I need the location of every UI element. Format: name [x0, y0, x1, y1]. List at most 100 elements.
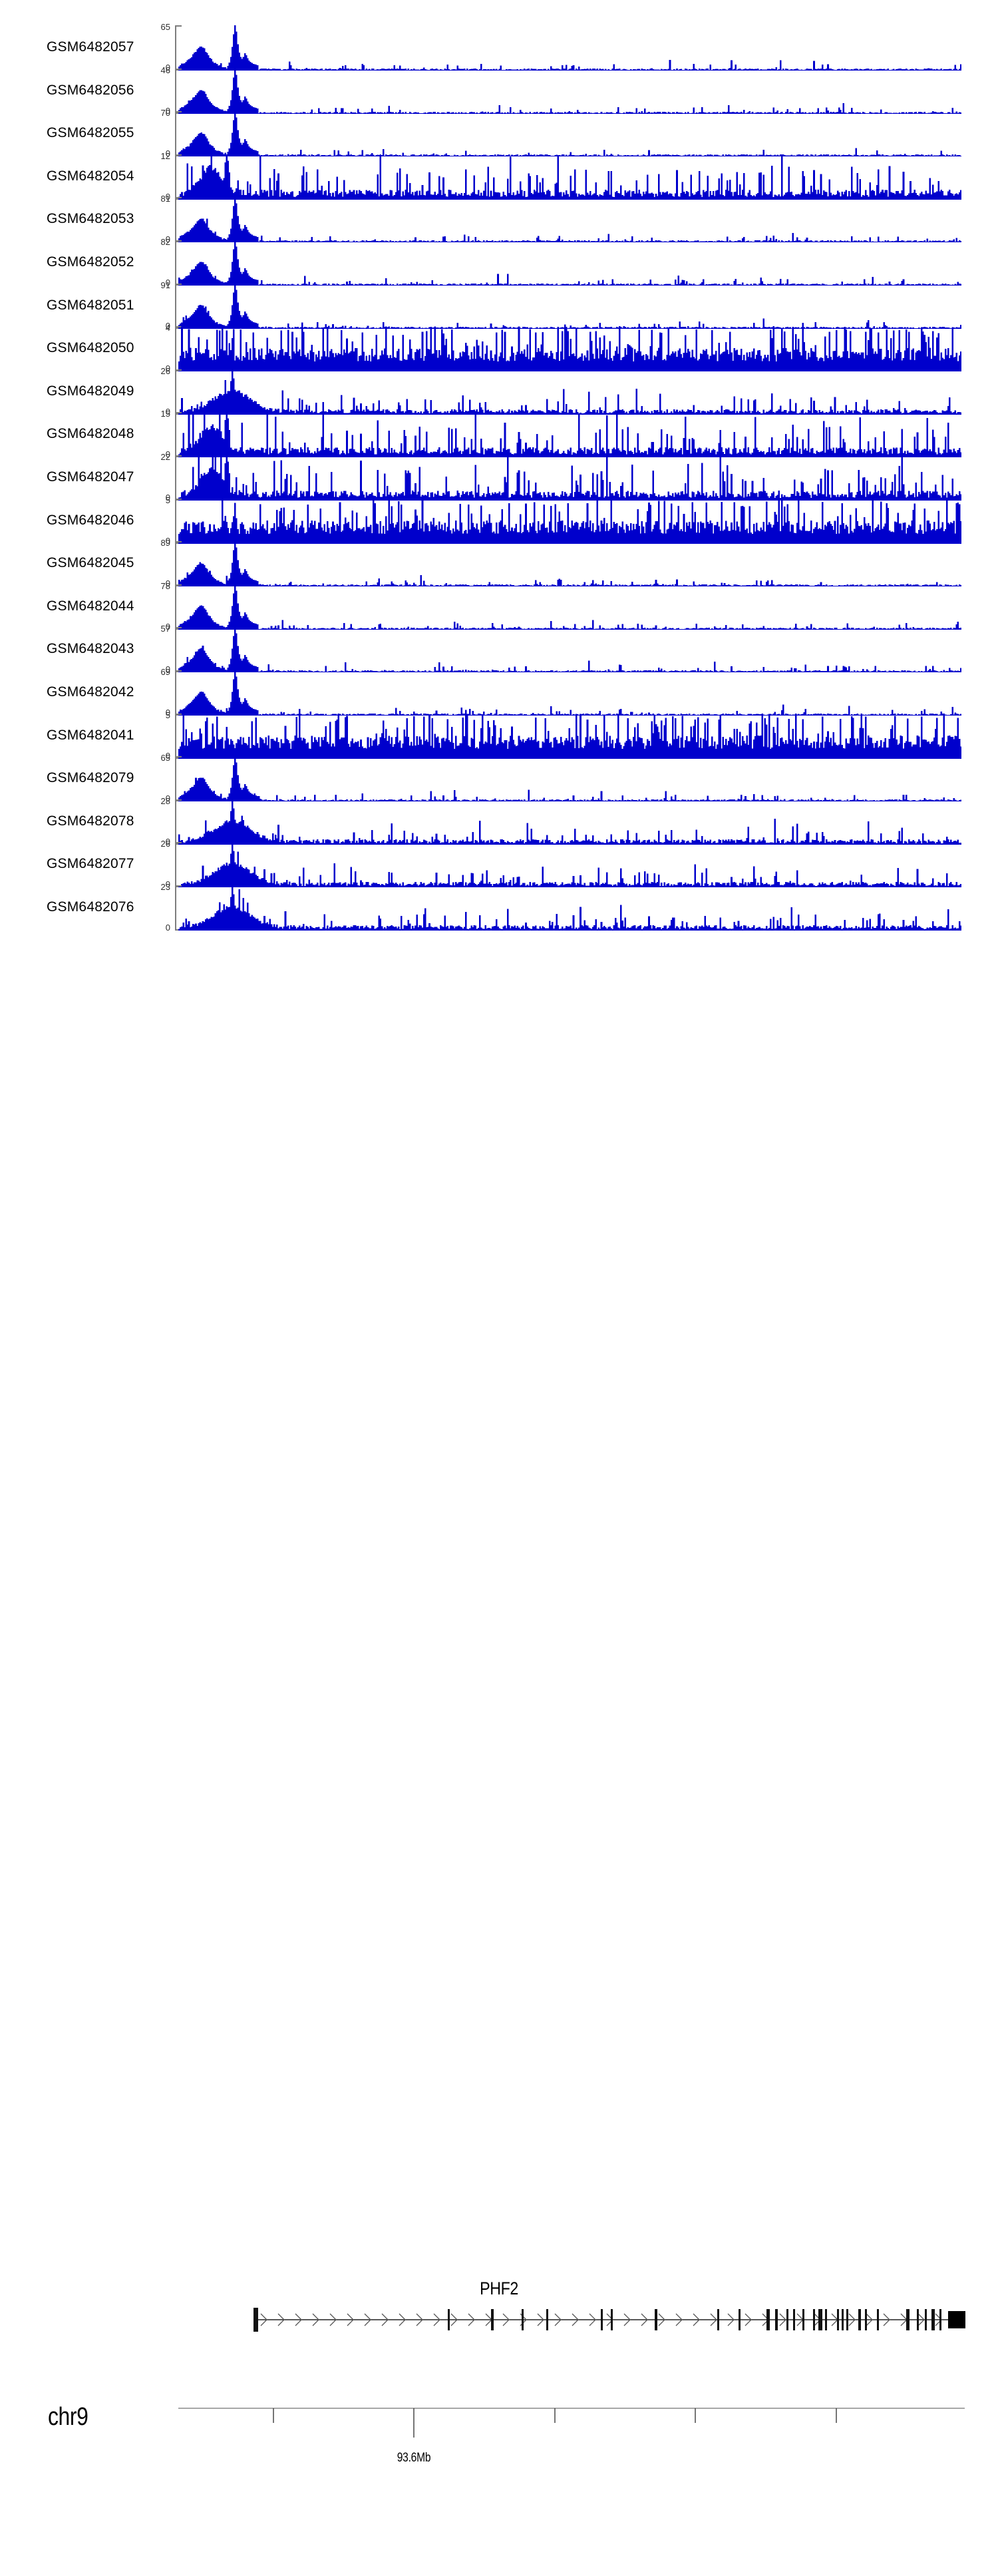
- track-plot-area[interactable]: [178, 627, 961, 673]
- y-axis-max-value: 5: [165, 495, 170, 505]
- y-axis-line: [175, 412, 176, 458]
- y-axis-max-value: 28: [160, 795, 170, 806]
- track-plot-area[interactable]: [178, 111, 961, 157]
- y-axis-max-value: 69: [160, 667, 170, 677]
- signal-track[interactable]: GSM6482041 5 0: [0, 711, 998, 761]
- signal-track[interactable]: GSM6482050 4 0: [0, 323, 998, 374]
- y-axis-line: [175, 885, 176, 931]
- track-sample-label: GSM6482047: [47, 469, 134, 485]
- y-axis-max-value: 15: [160, 409, 170, 419]
- signal-track[interactable]: GSM6482057 65 0: [0, 23, 998, 73]
- y-axis-max-value: 4: [165, 323, 170, 333]
- y-axis-line: [175, 240, 176, 286]
- track-sample-label: GSM6482043: [47, 641, 134, 657]
- y-axis-min-value: 0: [165, 493, 170, 503]
- signal-track[interactable]: GSM6482076 23 0: [0, 882, 998, 932]
- y-axis-tick-max: [176, 799, 182, 801]
- track-plot-area[interactable]: [178, 240, 961, 286]
- y-axis-tick-max: [176, 68, 182, 70]
- gene-annotation-track[interactable]: PHF2: [0, 2278, 998, 2360]
- signal-track[interactable]: GSM6482052 82 0: [0, 238, 998, 288]
- track-plot-area[interactable]: [178, 842, 961, 888]
- y-axis-tick-max: [176, 627, 182, 629]
- y-axis-line: [175, 842, 176, 888]
- signal-track[interactable]: GSM6482051 91 0: [0, 280, 998, 331]
- track-plot-area[interactable]: [178, 283, 961, 329]
- y-axis-line: [175, 498, 176, 544]
- signal-track[interactable]: GSM6482077 26 0: [0, 839, 998, 889]
- gene-model-glyph: [253, 2308, 965, 2332]
- signal-track[interactable]: GSM6482079 65 0: [0, 753, 998, 804]
- signal-track[interactable]: GSM6482042 69 0: [0, 667, 998, 718]
- y-axis-tick-max: [176, 455, 182, 457]
- track-sample-label: GSM6482079: [47, 770, 134, 786]
- track-plot-area[interactable]: [178, 197, 961, 243]
- y-axis-tick-max: [176, 756, 182, 758]
- y-axis-min-value: 0: [165, 708, 170, 718]
- y-axis-line: [175, 799, 176, 845]
- track-plot-area[interactable]: [178, 756, 961, 802]
- signal-track[interactable]: GSM6482045 89 0: [0, 538, 998, 589]
- y-axis-min-value: 0: [165, 664, 170, 675]
- y-axis-line: [175, 756, 176, 802]
- y-axis-min-value: 0: [165, 578, 170, 589]
- signal-track[interactable]: GSM6482049 26 0: [0, 367, 998, 416]
- coordinate-axis: [178, 2408, 965, 2438]
- track-plot-area[interactable]: [178, 885, 961, 931]
- track-sample-label: GSM6482053: [47, 211, 134, 227]
- y-axis-tick-max: [176, 670, 182, 672]
- y-axis-line: [175, 197, 176, 243]
- track-plot-area[interactable]: [178, 670, 961, 716]
- signal-track[interactable]: GSM6482054 12 0: [0, 152, 998, 202]
- y-axis-min-value: 0: [165, 105, 170, 116]
- track-sample-label: GSM6482055: [47, 125, 134, 141]
- y-axis-max-value: 91: [160, 280, 170, 290]
- track-plot-area[interactable]: [178, 541, 961, 587]
- y-axis-min-value: 0: [165, 191, 170, 202]
- track-plot-area[interactable]: [178, 25, 961, 71]
- y-axis-min-value: 0: [165, 621, 170, 632]
- y-axis-line: [175, 369, 176, 415]
- track-plot-area[interactable]: [178, 68, 961, 114]
- track-plot-area[interactable]: [178, 499, 961, 544]
- signal-track[interactable]: GSM6482044 78 0: [0, 582, 998, 632]
- track-plot-area[interactable]: [178, 154, 961, 200]
- signal-track[interactable]: GSM6482056 46 0: [0, 66, 998, 116]
- y-axis-min-value: 0: [165, 793, 170, 804]
- y-axis-tick-max: [176, 197, 182, 199]
- track-plot-area[interactable]: [178, 713, 961, 759]
- track-plot-area[interactable]: [178, 326, 961, 372]
- track-plot-area[interactable]: [178, 412, 961, 458]
- y-axis-tick-max: [176, 412, 182, 414]
- signal-track[interactable]: GSM6482055 70 0: [0, 108, 998, 158]
- y-axis-line: [175, 627, 176, 673]
- signal-track[interactable]: GSM6482078 28 0: [0, 795, 998, 846]
- track-sample-label: GSM6482078: [47, 813, 134, 829]
- y-axis-min-value: 0: [165, 750, 170, 761]
- signal-track[interactable]: GSM6482048 15 0: [0, 409, 998, 459]
- y-axis-line: [175, 326, 176, 372]
- track-plot-area[interactable]: [178, 799, 961, 845]
- y-axis-min-value: 0: [165, 320, 170, 331]
- signal-track[interactable]: GSM6482043 57 0: [0, 624, 998, 675]
- signal-track[interactable]: GSM6482047 22 0: [0, 453, 998, 503]
- track-sample-label: GSM6482051: [47, 297, 134, 313]
- track-plot-area[interactable]: [178, 369, 961, 415]
- y-axis-max-value: 65: [160, 753, 170, 763]
- y-axis-max-value: 70: [160, 108, 170, 118]
- signal-track[interactable]: GSM6482053 81 0: [0, 194, 998, 245]
- track-plot-area[interactable]: [178, 584, 961, 630]
- y-axis-tick-max: [176, 541, 182, 543]
- y-axis-min-value: 0: [165, 278, 170, 288]
- track-plot-area[interactable]: [178, 455, 961, 501]
- y-axis-tick-max: [176, 326, 182, 328]
- y-axis-tick-max: [176, 283, 182, 285]
- y-axis-min-value: 0: [165, 234, 170, 245]
- signal-track[interactable]: GSM6482046 5 0: [0, 495, 998, 545]
- y-axis-max-value: 23: [160, 882, 170, 892]
- y-axis-min-value: 0: [165, 63, 170, 73]
- y-axis-line: [175, 541, 176, 587]
- track-sample-label: GSM6482050: [47, 340, 134, 356]
- y-axis-min-value: 0: [165, 363, 170, 374]
